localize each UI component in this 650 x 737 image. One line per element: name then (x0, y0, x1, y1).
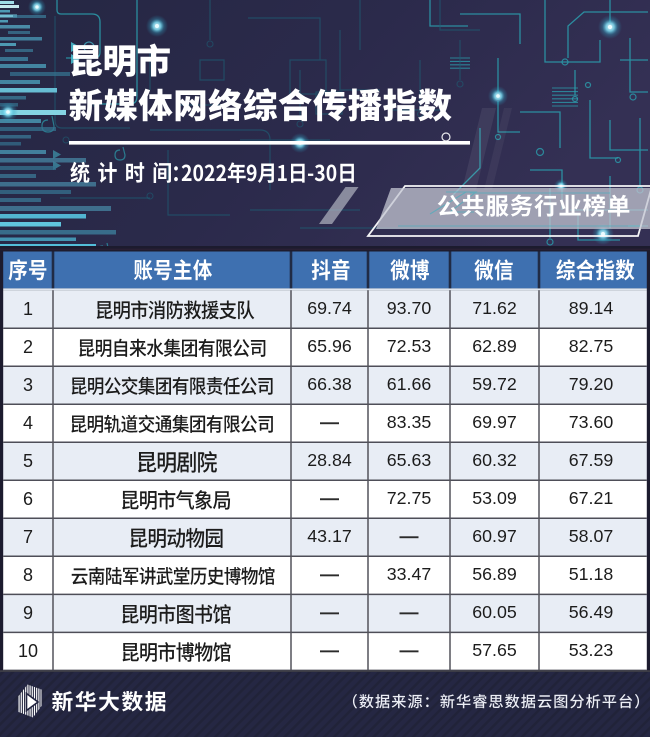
svg-text:33.47: 33.47 (387, 564, 432, 584)
svg-text:79.20: 79.20 (569, 374, 614, 394)
svg-text:72.75: 72.75 (387, 488, 432, 508)
svg-text:93.70: 93.70 (387, 298, 432, 318)
svg-text:65.63: 65.63 (387, 450, 432, 470)
svg-text:73.60: 73.60 (569, 412, 614, 432)
svg-text:28.84: 28.84 (307, 450, 352, 470)
svg-text:3: 3 (23, 375, 33, 395)
svg-text:59.72: 59.72 (472, 374, 517, 394)
svg-text:58.07: 58.07 (569, 526, 614, 546)
svg-text:1: 1 (23, 299, 33, 319)
svg-text:8: 8 (23, 565, 33, 585)
svg-text:2: 2 (23, 337, 33, 357)
svg-text:60.32: 60.32 (472, 450, 517, 470)
svg-text:65.96: 65.96 (307, 336, 352, 356)
svg-text:60.97: 60.97 (472, 526, 517, 546)
svg-text:61.66: 61.66 (387, 374, 432, 394)
svg-text:67.59: 67.59 (569, 450, 614, 470)
svg-text:56.89: 56.89 (472, 564, 517, 584)
svg-text:51.18: 51.18 (569, 564, 614, 584)
svg-text:5: 5 (23, 451, 33, 471)
svg-text:82.75: 82.75 (569, 336, 614, 356)
svg-text:60.05: 60.05 (472, 602, 517, 622)
svg-text:67.21: 67.21 (569, 488, 614, 508)
svg-text:53.23: 53.23 (569, 640, 614, 660)
svg-text:83.35: 83.35 (387, 412, 432, 432)
svg-text:69.97: 69.97 (472, 412, 517, 432)
svg-text:89.14: 89.14 (569, 298, 614, 318)
svg-text:43.17: 43.17 (307, 526, 352, 546)
svg-text:69.74: 69.74 (307, 298, 352, 318)
svg-text:56.49: 56.49 (569, 602, 614, 622)
svg-text:10: 10 (18, 641, 38, 661)
svg-text:6: 6 (23, 489, 33, 509)
svg-text:71.62: 71.62 (472, 298, 517, 318)
svg-text:66.38: 66.38 (307, 374, 352, 394)
svg-text:53.09: 53.09 (472, 488, 517, 508)
svg-text:62.89: 62.89 (472, 336, 517, 356)
svg-text:9: 9 (23, 603, 33, 623)
svg-text:4: 4 (23, 413, 33, 433)
svg-text:7: 7 (23, 527, 33, 547)
svg-text:57.65: 57.65 (472, 640, 517, 660)
svg-text:72.53: 72.53 (387, 336, 432, 356)
